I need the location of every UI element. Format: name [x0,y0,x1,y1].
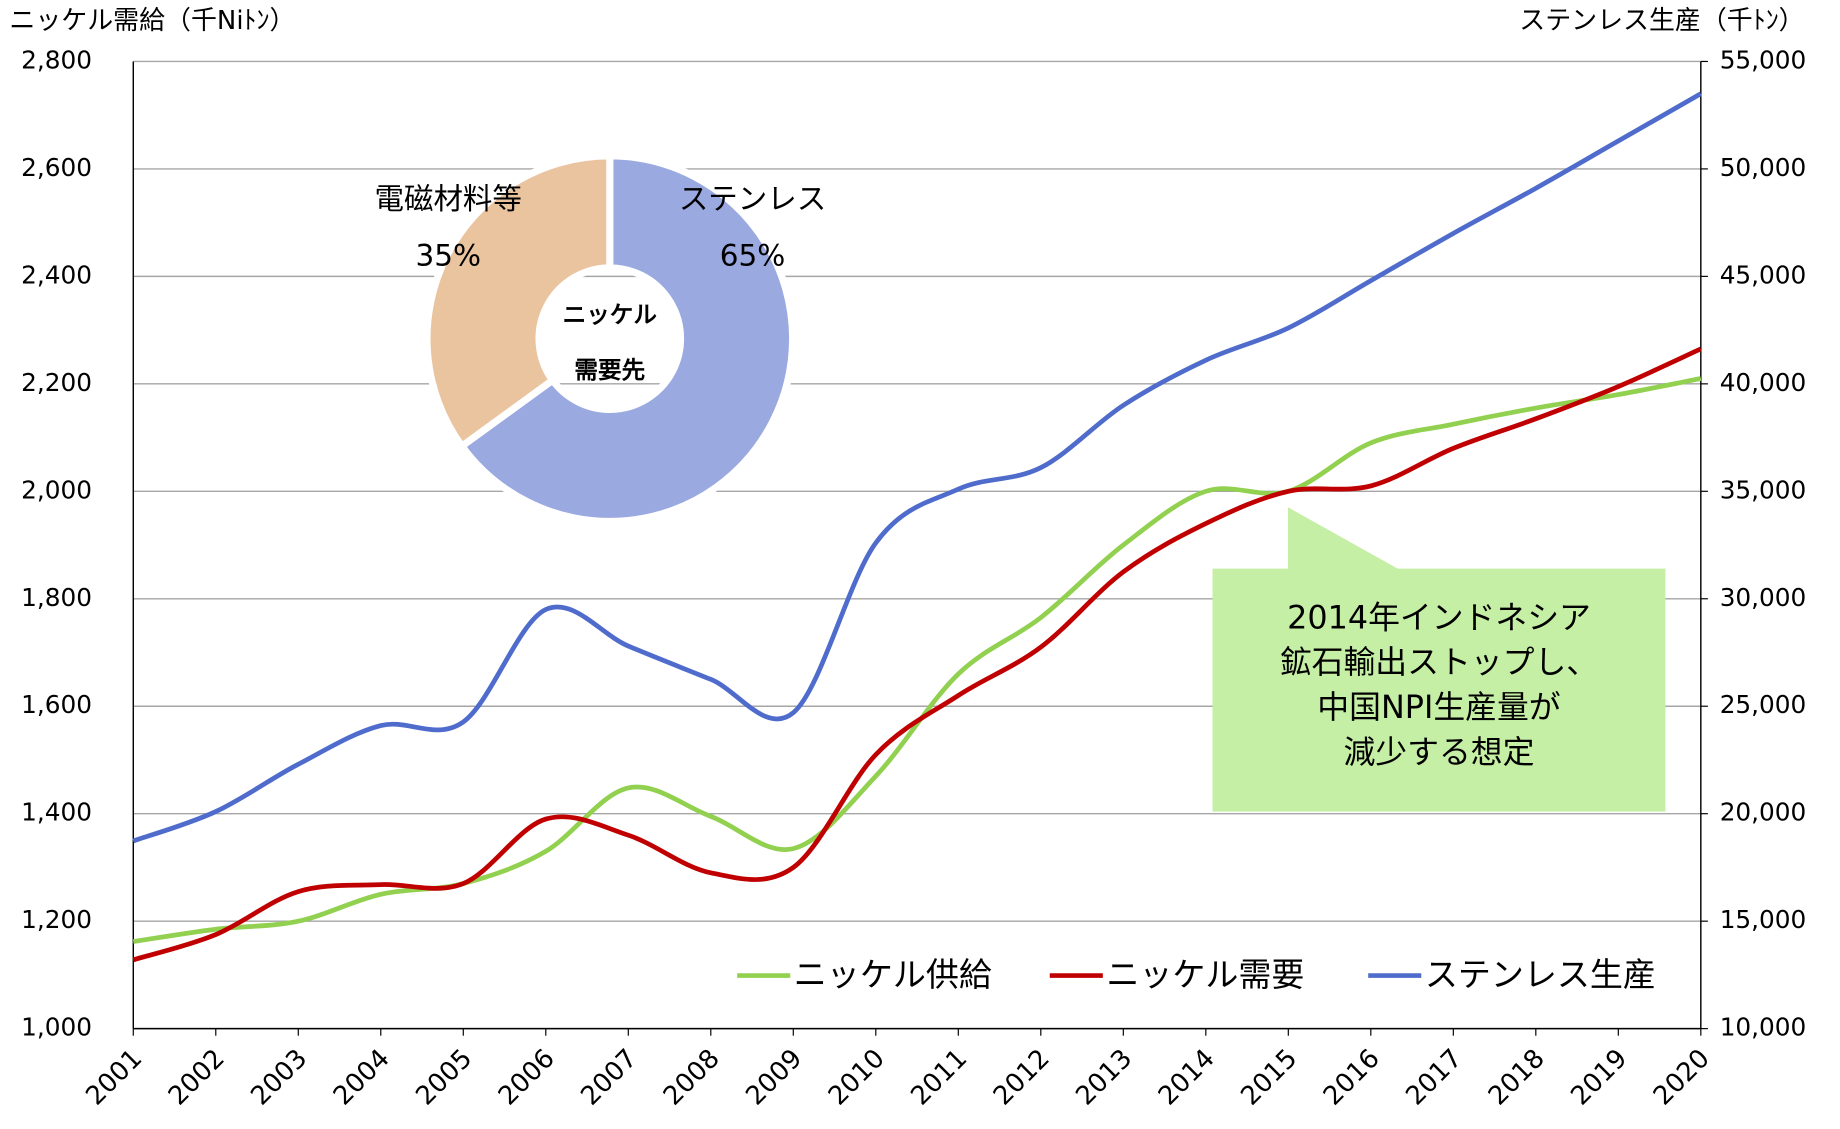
x-tick-label: 2015 [1235,1044,1303,1112]
pie-center-label: 需要先 [574,356,645,384]
x-tick-label: 2018 [1483,1044,1551,1112]
y2-axis-title: ステンレス生産（千ﾄﾝ） [1519,6,1804,36]
line-series [132,91,1702,844]
y2-tick-label: 35,000 [1720,475,1807,504]
x-tick-label: 2012 [988,1044,1056,1112]
x-tick-label: 2013 [1070,1044,1138,1112]
y-tick-label: 1,200 [21,905,92,934]
line-series [132,346,1702,963]
callout-box [1212,507,1666,812]
x-tick-label: 2007 [575,1044,643,1112]
x-tick-label: 2003 [245,1044,313,1112]
y-axis-title: ニッケル需給（千Niﾄﾝ） [9,6,295,36]
y2-tick-label: 45,000 [1720,260,1807,289]
y-tick-label: 2,400 [21,260,92,289]
y-tick-label: 2,600 [21,153,92,182]
line-series [132,376,1702,944]
y2-tick-label: 10,000 [1720,1013,1807,1042]
y-tick-label: 2,000 [21,475,92,504]
x-tick-label: 2019 [1565,1044,1633,1112]
y2-tick-label: 50,000 [1720,153,1807,182]
legend-label: ニッケル供給 [794,955,992,994]
y2-tick-label: 25,000 [1720,690,1807,719]
pie-slice [423,152,614,452]
y2-tick-label: 55,000 [1720,45,1807,74]
x-tick-label: 2014 [1153,1044,1221,1112]
x-tick-label: 2001 [80,1044,148,1112]
y2-tick-label: 40,000 [1720,368,1807,397]
x-tick-label: 2020 [1648,1044,1716,1112]
x-tick-label: 2006 [493,1044,561,1112]
y2-tick-label: 30,000 [1720,583,1807,612]
legend-label: ステンレス生産 [1425,955,1656,994]
y2-tick-label: 15,000 [1720,905,1807,934]
x-tick-label: 2010 [823,1044,891,1112]
y-tick-label: 1,400 [21,798,92,827]
y-tick-label: 2,200 [21,368,92,397]
annotation-text: 2014年インドネシア [1287,598,1591,636]
x-tick-label: 2011 [905,1044,973,1112]
annotation-text: 中国NPI生産量が [1317,688,1560,726]
pie-category-label: ステンレス [679,182,826,216]
x-tick-label: 2009 [740,1044,808,1112]
pie-slice [456,152,797,525]
pie-value-label: 35% [415,239,480,273]
y2-tick-label: 20,000 [1720,798,1807,827]
x-tick-label: 2004 [328,1044,396,1112]
y-tick-label: 2,800 [21,45,92,74]
x-tick-label: 2005 [410,1044,478,1112]
pie-value-label: 65% [720,239,786,273]
x-tick-label: 2017 [1400,1044,1468,1112]
annotation-text: 減少する想定 [1343,733,1534,771]
y-tick-label: 1,600 [21,690,92,719]
annotation-text: 鉱石輸出ストップし、 [1280,643,1598,681]
x-tick-label: 2016 [1318,1044,1386,1112]
x-tick-label: 2008 [658,1044,726,1112]
y-tick-label: 1,800 [21,583,92,612]
x-tick-label: 2002 [163,1044,231,1112]
pie-center-label: ニッケル [563,301,657,329]
legend-label: ニッケル需要 [1106,955,1304,994]
y-tick-label: 1,000 [21,1013,92,1042]
pie-category-label: 電磁材料等 [375,182,522,216]
